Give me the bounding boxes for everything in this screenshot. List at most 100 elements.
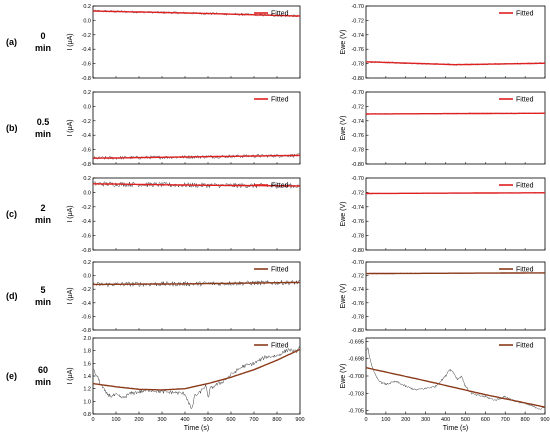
y-tick-label: -0.8: [82, 248, 91, 254]
fitted-series: [93, 348, 300, 391]
plot-frame: [92, 5, 301, 79]
y-tick-label: -0.8: [82, 162, 91, 168]
x-tick-label: 300: [421, 417, 430, 423]
y-axis-label: I (μA): [67, 119, 74, 136]
x-tick-label: 800: [272, 417, 281, 423]
data-series: [366, 347, 545, 410]
fitted-series: [93, 154, 300, 159]
chart-c-right: -0.70 -0.72 -0.74 -0.76 -0.78 -0.80 Ewe (V) Fit…: [340, 176, 546, 254]
y-tick-label: 1.8: [83, 349, 91, 355]
chart-b-left: 0.2 0.0 -0.2 -0.4 -0.6 -0.8 I (μA) Fitted: [67, 90, 301, 168]
x-tick-label: 600: [226, 417, 235, 423]
chart-a-left: 0.2 0.0 -0.2 -0.4 -0.6 -0.8 I (μA) Fitted: [67, 4, 301, 82]
y-tick-label: -0.70: [351, 90, 364, 96]
y-tick-label: -0.80: [351, 162, 364, 168]
row-letter-3: (d): [6, 291, 18, 301]
y-tick-label: -0.74: [351, 287, 364, 293]
y-tick-label: -0.74: [351, 205, 364, 211]
y-tick-label: -0.76: [351, 301, 364, 307]
data-series: [93, 345, 300, 409]
x-tick-label: 0: [364, 417, 367, 423]
y-tick-label: -0.4: [82, 133, 91, 139]
y-tick-label: -0.78: [351, 62, 364, 68]
legend-label: Fitted: [516, 97, 534, 104]
y-tick-label: -0.80: [351, 248, 364, 254]
y-tick-label: 0.2: [83, 176, 91, 182]
x-tick-label: 900: [295, 417, 304, 423]
y-tick-label: -0.8: [82, 76, 91, 82]
y-tick-label: -0.4: [82, 301, 91, 307]
y-tick-label: -0.8: [82, 328, 91, 334]
legend-label: Fitted: [516, 343, 534, 350]
plot-frame: [365, 91, 546, 165]
y-axis-label: Ewe (V): [340, 202, 347, 227]
x-tick-label: 100: [111, 417, 120, 423]
row-letter-0: (a): [6, 37, 17, 47]
x-axis-label: Time (s): [184, 425, 209, 432]
y-tick-label: -0.695: [348, 339, 364, 345]
y-tick-label: 2.0: [83, 336, 91, 342]
legend-label: Fitted: [271, 267, 289, 274]
row-unit-0: min: [35, 43, 51, 53]
y-tick-label: -0.70: [351, 260, 364, 266]
chart-e-left: 2.0 1.8 1.6 1.4 1.2 1.0 0.80 100 200 300 400 500 600…: [67, 336, 305, 432]
y-axis-label: Ewe (V): [340, 284, 347, 309]
y-tick-label: 1.4: [83, 374, 91, 380]
x-tick-label: 500: [461, 417, 470, 423]
chart-d-right: -0.70 -0.72 -0.74 -0.76 -0.78 -0.80 Ewe (V) Fit…: [340, 260, 546, 334]
y-axis-label: I (μA): [67, 33, 74, 50]
legend-label: Fitted: [271, 11, 289, 18]
legend-label: Fitted: [516, 183, 534, 190]
y-tick-label: 0.0: [83, 274, 91, 280]
y-tick-label: -0.78: [351, 148, 364, 154]
y-tick-label: -0.4: [82, 219, 91, 225]
fitted-series: [366, 272, 545, 275]
row-unit-3: min: [35, 297, 51, 307]
y-tick-label: -0.6: [82, 234, 91, 240]
y-tick-label: 0.0: [83, 104, 91, 110]
y-tick-label: -0.74: [351, 33, 364, 39]
row-letter-1: (b): [6, 123, 18, 133]
y-tick-label: -0.78: [351, 234, 364, 240]
x-tick-label: 500: [203, 417, 212, 423]
y-tick-label: -0.74: [351, 119, 364, 125]
legend-label: Fitted: [516, 267, 534, 274]
y-tick-label: -0.6: [82, 148, 91, 154]
x-tick-label: 300: [157, 417, 166, 423]
plot-frame: [92, 337, 301, 415]
y-tick-label: -0.72: [351, 190, 364, 196]
y-tick-label: -0.76: [351, 47, 364, 53]
y-tick-label: -0.2: [82, 287, 91, 293]
x-tick-label: 600: [481, 417, 490, 423]
x-tick-label: 400: [180, 417, 189, 423]
plot-frame: [92, 91, 301, 165]
y-tick-label: 0.0: [83, 18, 91, 24]
fitted-series: [366, 367, 545, 408]
row-unit-4: min: [35, 377, 51, 387]
x-tick-label: 800: [521, 417, 530, 423]
legend-label: Fitted: [271, 97, 289, 104]
fitted-series: [93, 10, 300, 17]
y-tick-label: 1.2: [83, 387, 91, 393]
chart-b-right: -0.70 -0.72 -0.74 -0.76 -0.78 -0.80 Ewe (V) Fit…: [340, 90, 546, 168]
plot-frame: [365, 5, 546, 79]
x-tick-label: 200: [401, 417, 410, 423]
row-time-1: 0.5: [37, 117, 50, 127]
row-time-0: 0: [40, 31, 45, 41]
y-axis-label: Ewe (V): [340, 364, 347, 389]
fitted-series: [366, 61, 545, 66]
y-tick-label: -0.72: [351, 274, 364, 280]
x-tick-label: 700: [501, 417, 510, 423]
plot-frame: [365, 261, 546, 331]
y-tick-label: -0.80: [351, 328, 364, 334]
y-tick-label: -0.700: [348, 374, 364, 380]
x-tick-label: 700: [249, 417, 258, 423]
plot-frame: [365, 177, 546, 251]
fitted-series: [366, 112, 545, 115]
chart-d-left: 0.2 0.0 -0.2 -0.4 -0.6 -0.8 I (μA) Fitted: [67, 260, 301, 334]
row-letter-2: (c): [6, 209, 17, 219]
y-tick-label: 0.0: [83, 190, 91, 196]
x-axis-label: Time (s): [443, 425, 468, 432]
y-tick-label: -0.80: [351, 76, 364, 82]
y-tick-label: 0.2: [83, 90, 91, 96]
